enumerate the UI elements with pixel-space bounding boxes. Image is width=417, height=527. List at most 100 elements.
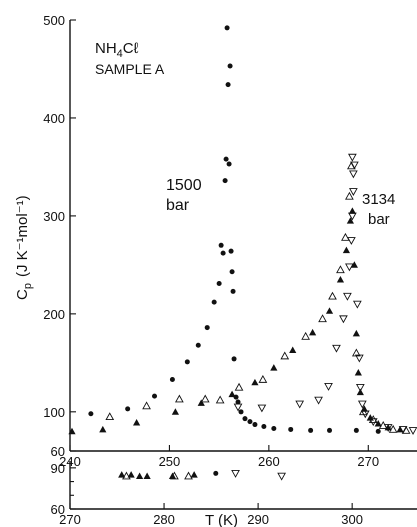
main-point-filled-triangle (99, 425, 107, 433)
main-point-filled-circle (225, 82, 231, 88)
lower-x-tick-label: 270 (59, 512, 81, 527)
main-point-filled-circle (227, 63, 233, 69)
main-x-tick-label: 260 (258, 454, 280, 469)
main-point-open-inverted-triangle (349, 188, 358, 196)
main-point-filled-triangle (350, 261, 358, 268)
main-point-open-inverted-triangle (348, 153, 357, 162)
lower-x-tick-label: 280 (153, 512, 175, 527)
lower-point-open-inverted-triangle (231, 470, 240, 478)
main-point-open-triangle (200, 394, 210, 403)
main-point-open-inverted-triangle (350, 161, 359, 170)
main-point-filled-triangle (336, 275, 345, 283)
main-point-filled-triangle (342, 246, 351, 254)
main-point-filled-circle (271, 425, 277, 431)
main-point-filled-circle (218, 242, 224, 248)
main-y-tick-label: 60 (51, 444, 65, 459)
main-point-open-inverted-triangle (383, 424, 393, 433)
main-point-open-inverted-triangle (324, 383, 333, 391)
lower-y-ticks: 60 90 (51, 461, 76, 517)
main-point-filled-circle (288, 426, 294, 432)
main-point-open-triangle (301, 331, 311, 340)
main-point-filled-circle (88, 411, 94, 417)
main-point-filled-triangle (348, 207, 356, 214)
main-point-filled-circle (375, 428, 381, 434)
main-point-open-triangle (234, 382, 244, 391)
lower-y-tick-label: 60 (51, 502, 65, 517)
main-y-tick-label: 500 (43, 13, 65, 28)
lower-x-tick-label: 300 (341, 512, 363, 527)
lower-point-filled-triangle (127, 471, 135, 478)
main-point-open-inverted-triangle (314, 396, 323, 405)
main-point-open-triangle (142, 401, 151, 410)
main-point-filled-triangle (325, 307, 334, 314)
main-point-filled-circle (222, 178, 228, 184)
main-point-open-inverted-triangle (257, 404, 267, 413)
main-point-filled-triangle (228, 390, 236, 398)
main-point-filled-circle (216, 280, 222, 286)
main-point-open-triangle (345, 191, 354, 200)
lower-x-tick-label: 290 (247, 512, 269, 527)
main-point-open-inverted-triangle (352, 300, 362, 309)
main-point-open-inverted-triangle (408, 427, 417, 435)
main-point-open-triangle (318, 314, 327, 323)
main-point-filled-circle (184, 359, 190, 365)
main-point-filled-circle (211, 299, 217, 305)
lower-x-ticks: 270 280 290 300 (59, 503, 363, 527)
main-point-filled-circle (242, 416, 248, 422)
main-point-filled-triangle (374, 419, 382, 427)
main-point-open-triangle (215, 395, 225, 404)
main-point-filled-circle (220, 250, 226, 256)
main-point-open-triangle (388, 424, 398, 433)
lower-point-open-triangle (122, 471, 131, 480)
annotation-1500-value: 1500 (166, 177, 202, 194)
main-point-filled-triangle (354, 369, 362, 376)
main-y-tick-label: 400 (43, 111, 65, 126)
main-x-tick-label: 250 (159, 454, 181, 469)
annotation-1500-unit: bar (166, 197, 190, 214)
main-point-filled-circle (226, 161, 232, 167)
main-point-filled-triangle (270, 364, 278, 371)
main-point-filled-circle (238, 409, 244, 415)
main-point-filled-circle (230, 288, 236, 294)
main-point-open-inverted-triangle (357, 400, 367, 409)
main-point-filled-circle (204, 325, 210, 331)
main-point-open-triangle (368, 415, 378, 423)
main-point-open-inverted-triangle (339, 315, 348, 324)
main-point-open-triangle (258, 374, 268, 383)
main-point-filled-circle (252, 422, 258, 428)
main-point-filled-circle (261, 424, 267, 430)
main-point-filled-circle (327, 427, 333, 433)
main-y-tick-label: 200 (43, 307, 65, 322)
main-point-filled-triangle (356, 388, 364, 396)
main-point-filled-triangle (309, 328, 317, 336)
main-point-filled-triangle (133, 418, 141, 426)
lower-point-filled-triangle (118, 471, 126, 478)
main-point-filled-triangle (289, 346, 297, 353)
main-point-open-inverted-triangle (295, 400, 305, 409)
lower-point-open-inverted-triangle (277, 472, 286, 481)
main-y-ticks: 60 100 200 300 400 500 (43, 13, 76, 459)
main-point-filled-circle (235, 399, 241, 405)
main-point-filled-triangle (352, 329, 360, 337)
main-point-open-inverted-triangle (354, 354, 364, 363)
main-point-open-triangle (280, 351, 290, 360)
sample-label: SAMPLE A (95, 61, 165, 77)
main-point-filled-circle (228, 248, 234, 254)
main-y-tick-label: 100 (43, 405, 65, 420)
sample-formula: NH4Cℓ (95, 40, 139, 60)
main-point-open-inverted-triangle (332, 344, 341, 353)
main-point-open-inverted-triangle (355, 383, 365, 392)
main-point-filled-circle (152, 393, 158, 399)
annotation-3134-unit: bar (368, 211, 390, 228)
lower-point-filled-triangle (143, 472, 151, 479)
lower-data-points (118, 470, 286, 481)
main-x-ticks: 240 250 260 270 (59, 445, 379, 469)
lower-point-filled-triangle (190, 471, 198, 478)
main-point-open-inverted-triangle (360, 410, 370, 419)
main-point-filled-triangle (346, 217, 354, 224)
annotation-3134-value: 3134 (362, 191, 395, 208)
main-data-points (68, 25, 417, 435)
lower-point-open-triangle (170, 471, 179, 480)
main-x-tick-label: 270 (357, 454, 379, 469)
